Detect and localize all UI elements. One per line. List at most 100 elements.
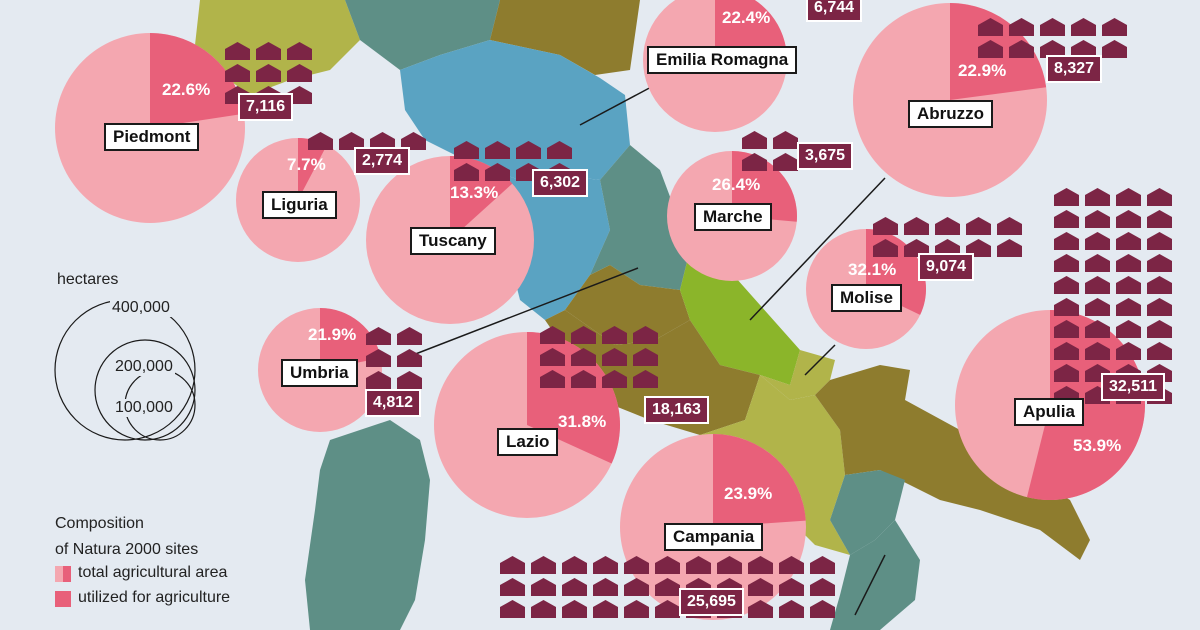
leader-lines: [399, 84, 886, 616]
apulia-farm-house-icon: [1116, 342, 1141, 360]
lazio-farm-house-icon: [571, 326, 596, 344]
campania-farm-house-icon: [562, 600, 587, 618]
campania-farm-house-icon: [531, 556, 556, 574]
campania-farm-house-icon: [686, 556, 711, 574]
molise-count: 9,074: [918, 253, 975, 281]
liguria-percent: 7.7%: [287, 155, 326, 174]
abruzzo-count: 8,327: [1046, 55, 1103, 83]
umbria-farm-house-icon: [366, 349, 391, 367]
umbria-farm-house-icon: [366, 371, 391, 389]
lazio-farm-house-icon: [633, 370, 658, 388]
apulia-farm-house-icon: [1116, 320, 1141, 338]
tuscany-percent: 13.3%: [450, 183, 499, 202]
campania-farm-house-icon: [810, 556, 835, 574]
campania-pie-utilized: [713, 434, 806, 527]
apulia-farm-house-icon: [1147, 188, 1172, 206]
emilia-romagna-count: 6,744: [806, 0, 863, 22]
campania-farm-house-icon: [655, 556, 680, 574]
abruzzo-percent: 22.9%: [958, 61, 1007, 80]
leader-line-molise: [804, 344, 836, 376]
campania-farm-house-icon: [562, 578, 587, 596]
apulia-farm-house-icon: [1116, 210, 1141, 228]
apulia-farm-house-icon: [1054, 188, 1079, 206]
apulia-farm-house-icon: [1054, 254, 1079, 272]
tuscany-farm-house-icon: [547, 141, 572, 159]
molise-farm-house-icon: [873, 217, 898, 235]
molise-farm-house-icon: [904, 239, 929, 257]
abruzzo-farm-house-icon: [1009, 40, 1034, 58]
tuscany-farm-house-icon: [485, 141, 510, 159]
piedmont-farm-house-icon: [225, 42, 250, 60]
umbria-farm-house-icon: [397, 371, 422, 389]
apulia-farm-house-icon: [1054, 298, 1079, 316]
piedmont-label: Piedmont: [104, 123, 200, 151]
campania-farm-house-icon: [779, 578, 804, 596]
apulia-farm-house-icon: [1085, 188, 1110, 206]
campania-farm-house-icon: [810, 578, 835, 596]
campania-label: Campania: [664, 523, 764, 551]
legend-size-title: hectares: [57, 271, 119, 288]
leader-line-abruzzo: [749, 177, 886, 321]
abruzzo-farm-house-icon: [1040, 40, 1065, 58]
marche-farm-house-icon: [742, 153, 767, 171]
campania-farm-house-icon: [531, 578, 556, 596]
piedmont-farm-house-icon: [225, 64, 250, 82]
lazio-farm-house-icon: [633, 348, 658, 366]
apulia-farm-house-icon: [1147, 342, 1172, 360]
apulia-farm-house-icon: [1116, 188, 1141, 206]
molise-farm-house-icon: [904, 217, 929, 235]
molise-farm-house-icon: [935, 239, 960, 257]
campania-farm-house-icon: [624, 578, 649, 596]
lazio-label: Lazio: [497, 428, 559, 456]
campania-farm-house-icon: [500, 600, 525, 618]
abruzzo-farm-house-icon: [978, 40, 1003, 58]
liguria-farm-house-icon: [339, 132, 364, 150]
legend-composition-title-line2: of Natura 2000 sites: [55, 541, 199, 558]
abruzzo-farm-house-icon: [1102, 40, 1127, 58]
campania-farm-house-icon: [748, 556, 773, 574]
abruzzo-farm-house-icon: [1040, 18, 1065, 36]
apulia-percent: 53.9%: [1073, 436, 1122, 455]
apulia-farm-house-icon: [1147, 232, 1172, 250]
molise-farm-house-icon: [997, 217, 1022, 235]
lazio-farm-house-icon: [571, 370, 596, 388]
piedmont-farm-house-icon: [287, 86, 312, 104]
campania-count: 25,695: [679, 588, 744, 616]
lazio-farm-house-icon: [633, 326, 658, 344]
liguria-count: 2,774: [354, 147, 411, 175]
campania-farm-house-icon: [593, 556, 618, 574]
apulia-farm-house-icon: [1085, 320, 1110, 338]
region-marche-shape: [590, 145, 690, 290]
apulia-farm-house-icon: [1116, 232, 1141, 250]
apulia-farm-house-icon: [1054, 320, 1079, 338]
abruzzo-farm-house-icon: [1071, 18, 1096, 36]
region-veneto-shape: [345, 0, 500, 70]
apulia-farm-house-icon: [1147, 254, 1172, 272]
piedmont-farm-house-icon: [256, 42, 281, 60]
apulia-farm-house-icon: [1054, 342, 1079, 360]
molise-farm-house-icon: [935, 217, 960, 235]
legend-circle-200000: [94, 339, 196, 441]
marche-count: 3,675: [797, 142, 854, 170]
abruzzo-farm-house-icon: [1009, 18, 1034, 36]
piedmont-percent: 22.6%: [162, 80, 211, 99]
piedmont-count: 7,116: [238, 93, 294, 121]
leader-line-emilia-romagna: [579, 84, 656, 126]
campania-farm-house-icon: [624, 600, 649, 618]
apulia-farm-house-icon: [1085, 254, 1110, 272]
legend-total-label: total agricultural area: [78, 564, 228, 581]
emilia-romagna-pie-utilized: [715, 0, 787, 60]
campania-farm-house-icon: [500, 556, 525, 574]
umbria-percent: 21.9%: [308, 325, 357, 344]
apulia-count: 32,511: [1101, 373, 1166, 401]
liguria-pie-utilized: [298, 138, 327, 200]
apulia-farm-house-icon: [1116, 276, 1141, 294]
legend-total-swatch: [55, 566, 71, 582]
molise-farm-house-icon: [873, 239, 898, 257]
molise-farm-house-icon: [966, 217, 991, 235]
piedmont-pie-utilized: [150, 33, 244, 128]
region-umbria-shape: [565, 265, 690, 345]
liguria-farm-house-icon: [401, 132, 426, 150]
region-basilicata-shape: [830, 470, 905, 555]
